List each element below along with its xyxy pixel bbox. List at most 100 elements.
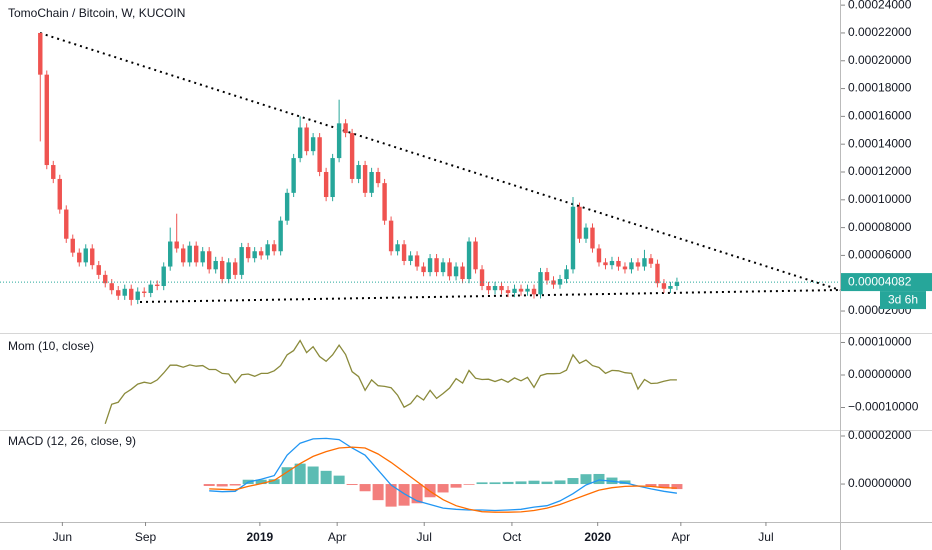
countdown-box [880, 291, 926, 310]
x-tick-label: 2020 [584, 530, 611, 544]
histogram-bar [268, 479, 280, 485]
candle-body [635, 262, 641, 267]
candle-body [336, 123, 342, 159]
x-tick-label: Jun [53, 530, 72, 544]
candle-body [668, 286, 673, 289]
candle-body [70, 238, 75, 253]
histogram-bar [671, 484, 683, 490]
candle-body [655, 263, 660, 284]
candle-body [90, 248, 95, 266]
countdown-label: 3d 6h [888, 292, 918, 306]
candle-body [460, 266, 465, 280]
histogram-bar [567, 478, 579, 485]
last-price-label: 0.00004082 [848, 274, 912, 288]
candle-body [401, 244, 407, 261]
candle-body [557, 279, 563, 285]
candle-body [252, 251, 257, 259]
histogram-bar [411, 484, 423, 504]
candle-body [200, 251, 205, 263]
candle-body [77, 252, 82, 263]
histogram-bar [255, 479, 267, 485]
candle-body [44, 74, 49, 166]
x-tick-label: Apr [671, 530, 690, 544]
candle-body [512, 288, 517, 293]
pane-title: Mom (10, close) [8, 339, 94, 353]
y-tick-label: 0.00018000 [848, 81, 912, 95]
last-price-box [841, 273, 932, 292]
series-line [209, 437, 677, 512]
candle-body [421, 266, 426, 273]
candle-body [349, 133, 355, 179]
candle-body [642, 258, 647, 267]
candle-body [427, 258, 433, 273]
x-tick-label: Jul [758, 530, 773, 544]
candle-body [466, 241, 472, 280]
candle-body [38, 32, 43, 75]
candle-body [447, 262, 452, 277]
candle-body [629, 262, 634, 270]
y-tick-label: 0.00014000 [848, 136, 912, 150]
histogram-bar [346, 484, 358, 486]
histogram-bar [333, 475, 345, 485]
candle-body [142, 291, 147, 293]
candle-body [369, 171, 374, 193]
candle-body [161, 266, 166, 287]
candle-body [239, 247, 244, 275]
candle-body [486, 286, 491, 291]
candle-body [148, 284, 153, 293]
histogram-bar [398, 484, 410, 506]
candle-body [551, 280, 556, 285]
candle-body [291, 158, 296, 193]
candle-body [304, 127, 309, 152]
series-line [209, 446, 677, 513]
candle-body [284, 192, 290, 221]
histogram-bar [502, 481, 514, 485]
candle-body [525, 288, 530, 292]
trend-line [39, 32, 841, 291]
histogram-bar [203, 484, 215, 486]
candle-body [343, 123, 348, 134]
histogram-bar [294, 463, 306, 485]
candle-body [544, 272, 550, 281]
y-tick-label: 0.00020000 [848, 53, 912, 67]
histogram-bar [372, 484, 384, 501]
candle-body [174, 241, 179, 249]
candle-body [193, 245, 199, 263]
candle-body [323, 171, 329, 198]
y-tick-label: 0.00008000 [848, 220, 912, 234]
y-tick-label: 0.00012000 [848, 164, 912, 178]
candle-body [453, 266, 459, 277]
histogram-bar [359, 484, 371, 492]
y-tick-label: 0.00000000 [848, 367, 912, 381]
candle-body [622, 266, 628, 270]
candle-body [271, 244, 277, 252]
candle-body [258, 251, 264, 256]
pane-title: TomoChain / Bitcoin, W, KUCOIN [8, 6, 185, 20]
y-tick-label: 0.00022000 [848, 25, 912, 39]
candle-body [434, 258, 439, 273]
candle-body [375, 171, 381, 184]
y-tick-label: −0.00010000 [848, 400, 919, 414]
candle-body [616, 260, 621, 267]
candle-body [265, 244, 270, 256]
candle-body [362, 165, 368, 193]
candle-body [356, 165, 361, 179]
candle-body [499, 286, 504, 291]
candle-body [395, 244, 400, 252]
x-tick-label: Oct [503, 530, 522, 544]
y-tick-label: 0.00002000 [848, 428, 912, 442]
candle-body [583, 227, 589, 239]
candle-body [168, 241, 173, 267]
y-tick-label: 0.00006000 [848, 248, 912, 262]
candle-body [135, 291, 140, 300]
candle-body [479, 269, 485, 287]
candle-body [109, 283, 114, 291]
candle-body [64, 209, 69, 239]
histogram-bar [216, 484, 228, 487]
candle-body [674, 282, 680, 287]
candle-body [473, 241, 478, 270]
candle-body [661, 283, 667, 289]
candle-body [564, 269, 569, 280]
x-tick-label: Jul [417, 530, 432, 544]
